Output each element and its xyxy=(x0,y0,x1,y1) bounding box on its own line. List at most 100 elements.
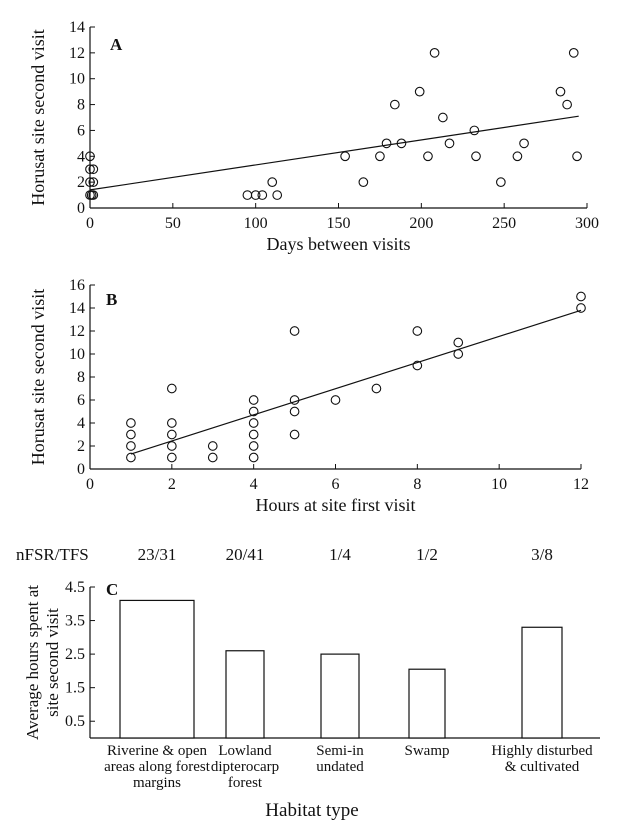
ratio-label: 3/8 xyxy=(531,545,553,564)
data-point xyxy=(453,349,464,359)
data-point xyxy=(272,190,283,200)
x-tick-label: 2 xyxy=(168,476,176,493)
data-point xyxy=(562,99,572,110)
ratio-label: 20/41 xyxy=(226,545,265,564)
data-point xyxy=(471,151,481,162)
bar xyxy=(225,650,265,739)
data-point xyxy=(375,151,385,162)
data-point xyxy=(330,395,341,405)
x-axis-title: Habitat type xyxy=(265,800,358,821)
data-point xyxy=(396,138,407,149)
category-label: Semi-in xyxy=(316,743,364,759)
data-point xyxy=(519,138,529,149)
trend-line xyxy=(89,115,579,191)
x-tick-label: 200 xyxy=(409,215,433,232)
panel-b-scatter: 0 2 4 6 8 10 12 0 2 4 6 8 10 12 14 16 B Hours at site fir… xyxy=(28,277,589,515)
ratio-label: 1/2 xyxy=(416,545,438,564)
data-point xyxy=(267,177,278,187)
data-point xyxy=(371,383,382,394)
y-tick-label: 6 xyxy=(77,122,85,139)
x-tick-label: 6 xyxy=(332,476,340,493)
category-label: & cultivated xyxy=(505,759,580,775)
x-axis-title: Hours at site first visit xyxy=(256,495,416,515)
data-point xyxy=(389,99,400,110)
x-tick-label: 150 xyxy=(327,215,351,232)
y-tick-label: 6 xyxy=(77,392,85,409)
category-label: forest xyxy=(228,775,263,791)
data-point xyxy=(289,326,300,336)
data-point xyxy=(248,441,259,451)
x-tick-label: 300 xyxy=(575,215,599,232)
data-point xyxy=(248,429,259,440)
data-point xyxy=(248,418,259,428)
data-point xyxy=(412,360,423,371)
x-tick-label: 4 xyxy=(250,476,258,493)
y-tick-label: 2.5 xyxy=(65,646,85,663)
x-tick-label: 100 xyxy=(244,215,268,232)
data-point xyxy=(572,151,582,162)
y-tick-label: 0 xyxy=(77,200,85,217)
y-tick-label: 3.5 xyxy=(65,613,85,630)
y-tick-label: 8 xyxy=(77,97,85,114)
bar xyxy=(521,626,563,739)
bar xyxy=(408,668,446,739)
y-tick-label: 4 xyxy=(77,148,85,165)
data-point xyxy=(414,86,425,97)
category-label: dipterocarp xyxy=(211,759,279,775)
data-point xyxy=(257,190,268,200)
category-label: margins xyxy=(133,775,181,791)
y-tick-label: 12 xyxy=(69,323,85,340)
data-point xyxy=(85,151,95,162)
data-point xyxy=(166,383,177,394)
data-point xyxy=(166,429,177,440)
data-point xyxy=(340,151,350,162)
data-point xyxy=(248,395,259,405)
x-axis-title: Days between visits xyxy=(267,234,411,254)
data-point xyxy=(126,429,136,440)
data-point xyxy=(248,406,259,417)
data-point xyxy=(444,138,455,149)
bar xyxy=(119,599,195,739)
y-tick-label: 1.5 xyxy=(65,680,85,697)
trend-line xyxy=(130,309,582,455)
x-tick-label: 250 xyxy=(492,215,516,232)
data-point xyxy=(568,48,579,58)
data-point xyxy=(88,177,99,187)
y-tick-label: 14 xyxy=(69,300,85,317)
y-tick-label: 2 xyxy=(77,438,85,455)
x-tick-label: 0 xyxy=(86,215,94,232)
data-point xyxy=(207,441,218,451)
y-tick-label: 10 xyxy=(69,71,85,88)
data-point xyxy=(423,151,433,162)
panel-label: C xyxy=(106,580,118,599)
data-point xyxy=(429,48,440,58)
data-point xyxy=(496,177,506,187)
y-tick-label: 14 xyxy=(69,19,85,36)
y-tick-label: 0 xyxy=(77,461,85,478)
y-axis-title: Horusat site second visit xyxy=(28,29,48,205)
y-tick-label: 0.5 xyxy=(65,713,85,730)
data-point xyxy=(85,177,95,187)
data-point xyxy=(85,164,95,175)
x-tick-label: 8 xyxy=(413,476,421,493)
y-axis-title-line-1: Average hours spent at xyxy=(23,585,42,740)
data-point xyxy=(358,177,369,187)
ratio-header: nFSR/TFS xyxy=(16,545,89,564)
ratio-label: 23/31 xyxy=(138,545,177,564)
category-label: Highly disturbed xyxy=(491,743,593,759)
data-point xyxy=(438,112,448,123)
data-point xyxy=(512,151,523,162)
data-point xyxy=(207,452,218,463)
y-tick-label: 16 xyxy=(69,277,85,294)
panel-label: B xyxy=(106,290,117,309)
data-point xyxy=(88,164,99,175)
data-point xyxy=(381,138,392,149)
y-tick-label: 8 xyxy=(77,369,85,386)
data-point xyxy=(166,418,177,428)
y-tick-label: 2 xyxy=(77,174,85,191)
data-point xyxy=(126,418,136,428)
x-tick-label: 12 xyxy=(573,476,589,493)
y-tick-label: 4 xyxy=(77,415,85,432)
